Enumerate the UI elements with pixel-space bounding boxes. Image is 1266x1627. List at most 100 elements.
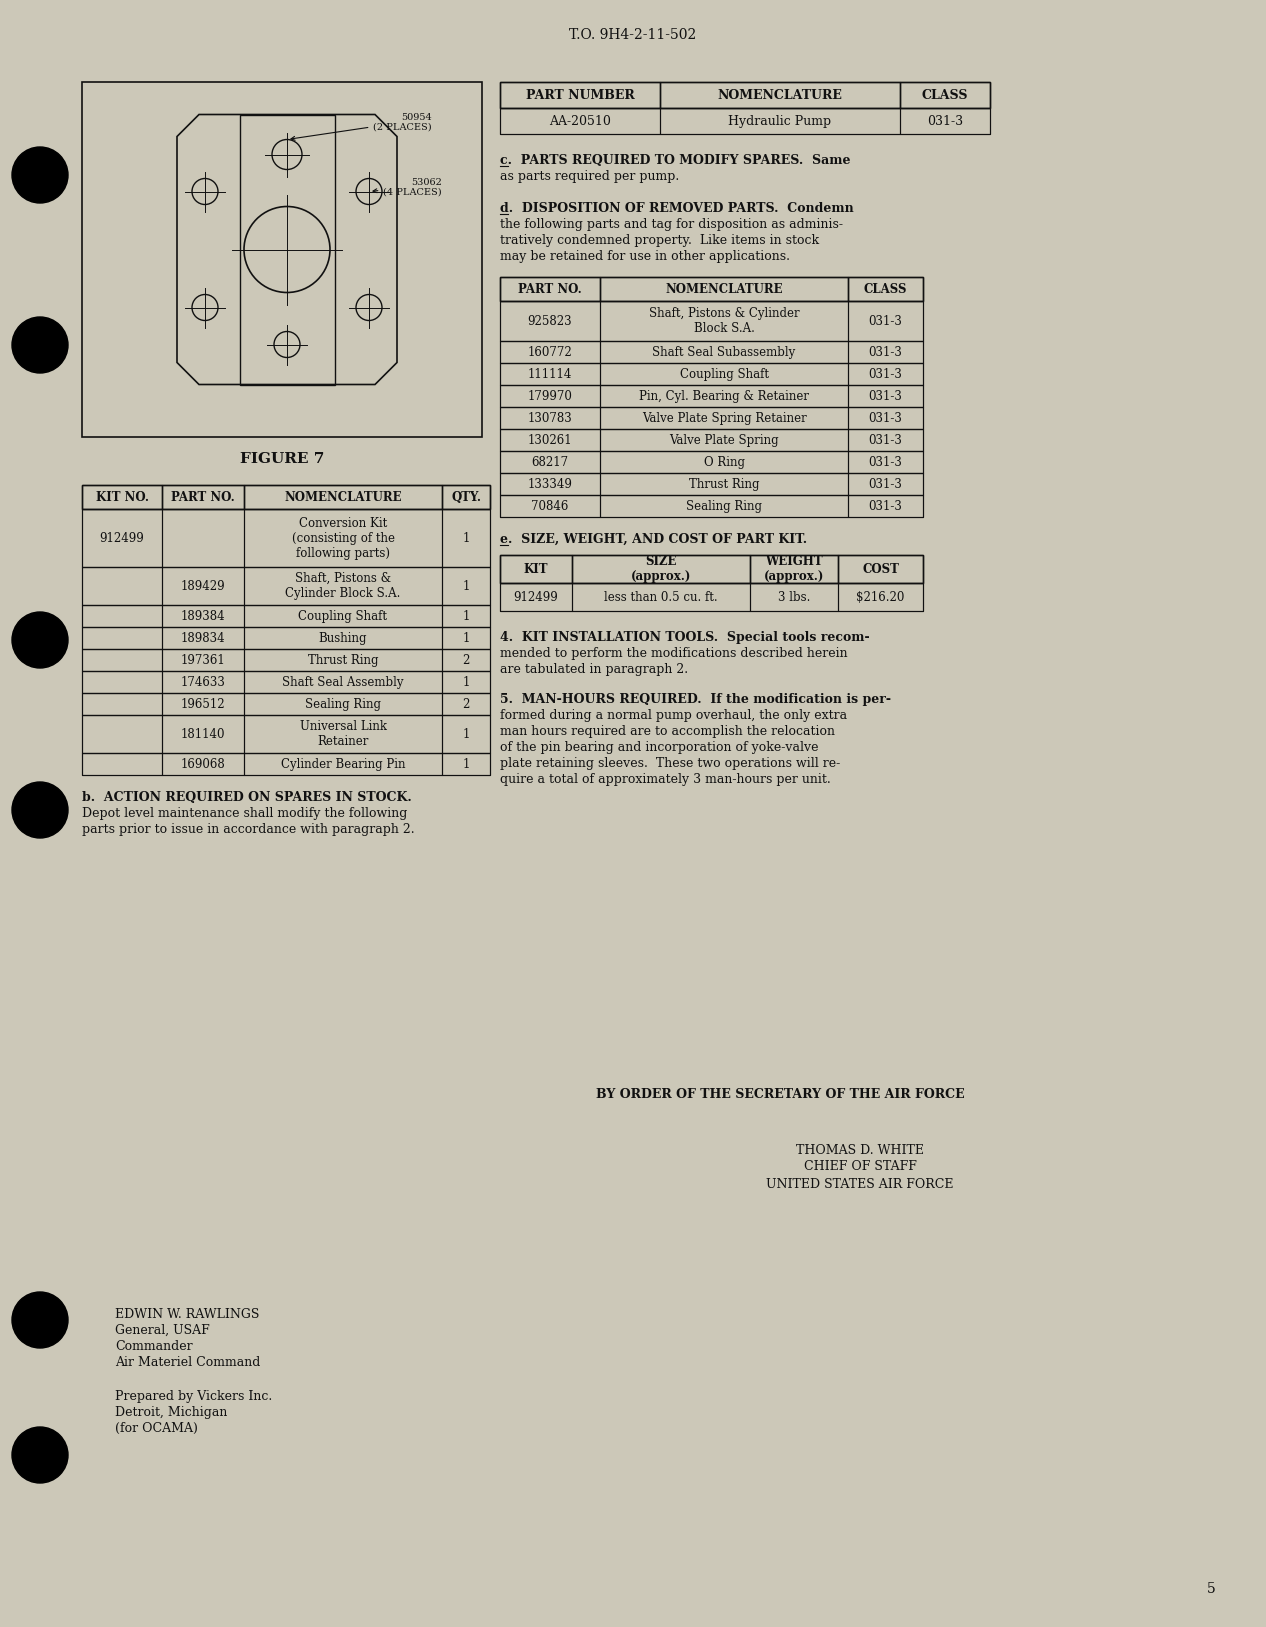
Bar [442, 509, 490, 566]
Bar [572, 555, 749, 582]
Bar [162, 753, 244, 774]
Bar [442, 670, 490, 693]
Text: 130783: 130783 [528, 412, 572, 425]
Text: Detroit, Michigan: Detroit, Michigan [115, 1406, 228, 1419]
Bar [500, 301, 600, 342]
Text: 160772: 160772 [528, 345, 572, 358]
Bar [848, 342, 923, 363]
Text: Shaft Seal Subassembly: Shaft Seal Subassembly [652, 345, 795, 358]
Bar [82, 714, 162, 753]
Text: Shaft, Pistons & Cylinder
Block S.A.: Shaft, Pistons & Cylinder Block S.A. [648, 308, 799, 335]
Text: Depot level maintenance shall modify the following: Depot level maintenance shall modify the… [82, 807, 408, 820]
Circle shape [11, 783, 68, 838]
Text: 130261: 130261 [528, 433, 572, 446]
Bar [660, 81, 900, 107]
Text: KIT NO.: KIT NO. [95, 490, 148, 503]
Bar [848, 363, 923, 386]
Text: 189384: 189384 [181, 610, 225, 623]
Text: Sealing Ring: Sealing Ring [305, 698, 381, 711]
Text: General, USAF: General, USAF [115, 1324, 210, 1337]
Bar [600, 473, 848, 495]
Text: d.  DISPOSITION OF REMOVED PARTS.  Condemn: d. DISPOSITION OF REMOVED PARTS. Condemn [500, 202, 853, 215]
Text: Pin, Cyl. Bearing & Retainer: Pin, Cyl. Bearing & Retainer [639, 389, 809, 402]
Text: Universal Link
Retainer: Universal Link Retainer [300, 721, 386, 748]
Text: Coupling Shaft: Coupling Shaft [680, 368, 768, 381]
Bar [500, 386, 923, 407]
Text: Thrust Ring: Thrust Ring [689, 477, 760, 490]
Bar [500, 407, 923, 430]
Bar [900, 107, 990, 133]
Bar [500, 363, 600, 386]
Text: 1: 1 [462, 631, 470, 644]
Text: 189834: 189834 [181, 631, 225, 644]
Bar [244, 693, 442, 714]
Text: are tabulated in paragraph 2.: are tabulated in paragraph 2. [500, 662, 689, 675]
Bar [500, 277, 600, 301]
Bar [749, 582, 838, 612]
Bar [848, 495, 923, 517]
Text: PART NUMBER: PART NUMBER [525, 88, 634, 101]
Bar [848, 386, 923, 407]
Text: mended to perform the modifications described herein: mended to perform the modifications desc… [500, 648, 848, 661]
Bar [500, 342, 923, 363]
Bar [500, 277, 923, 301]
Bar [244, 509, 442, 566]
Bar [442, 753, 490, 774]
Text: 68217: 68217 [532, 456, 568, 469]
Bar [162, 714, 244, 753]
Bar [244, 714, 442, 753]
Text: 70846: 70846 [532, 499, 568, 513]
Text: 1: 1 [462, 727, 470, 740]
Text: Valve Plate Spring: Valve Plate Spring [670, 433, 779, 446]
Text: Air Materiel Command: Air Materiel Command [115, 1355, 261, 1368]
Text: 3 lbs.: 3 lbs. [777, 591, 810, 604]
Bar [500, 81, 990, 107]
Bar [600, 277, 848, 301]
Text: FIGURE 7: FIGURE 7 [239, 452, 324, 465]
Bar [600, 430, 848, 451]
Bar [162, 485, 244, 509]
Bar [500, 407, 600, 430]
Text: 031-3: 031-3 [868, 345, 903, 358]
Text: Commander: Commander [115, 1341, 192, 1354]
Bar [442, 649, 490, 670]
Bar [244, 626, 442, 649]
Text: e.  SIZE, WEIGHT, AND COST OF PART KIT.: e. SIZE, WEIGHT, AND COST OF PART KIT. [500, 534, 808, 547]
Bar [500, 81, 660, 107]
Text: man hours required are to accomplish the relocation: man hours required are to accomplish the… [500, 726, 836, 739]
Text: 5.  MAN-HOURS REQUIRED.  If the modification is per-: 5. MAN-HOURS REQUIRED. If the modificati… [500, 693, 891, 706]
Text: the following parts and tag for disposition as adminis-: the following parts and tag for disposit… [500, 218, 843, 231]
Text: less than 0.5 cu. ft.: less than 0.5 cu. ft. [604, 591, 718, 604]
Text: CLASS: CLASS [863, 283, 908, 296]
Bar [500, 582, 572, 612]
Text: 031-3: 031-3 [868, 499, 903, 513]
Text: Hydraulic Pump: Hydraulic Pump [728, 114, 832, 127]
Text: tratively condemned property.  Like items in stock: tratively condemned property. Like items… [500, 234, 819, 247]
Text: Bushing: Bushing [319, 631, 367, 644]
Bar [600, 451, 848, 473]
Bar [82, 509, 162, 566]
Bar [600, 342, 848, 363]
Text: 1: 1 [462, 758, 470, 771]
Bar [162, 626, 244, 649]
Text: 1: 1 [462, 675, 470, 688]
Bar [82, 649, 162, 670]
Text: quire a total of approximately 3 man-hours per unit.: quire a total of approximately 3 man-hou… [500, 773, 830, 786]
Bar [500, 342, 600, 363]
Bar [244, 566, 442, 605]
Bar [82, 566, 490, 605]
Bar [600, 495, 848, 517]
Text: 174633: 174633 [181, 675, 225, 688]
Circle shape [11, 317, 68, 373]
Text: 031-3: 031-3 [868, 477, 903, 490]
Text: UNITED STATES AIR FORCE: UNITED STATES AIR FORCE [766, 1178, 953, 1191]
Bar [500, 451, 600, 473]
Text: AA-20510: AA-20510 [549, 114, 611, 127]
Bar [442, 693, 490, 714]
Bar [162, 649, 244, 670]
Text: SIZE
(approx.): SIZE (approx.) [630, 555, 691, 582]
Text: (for OCAMA): (for OCAMA) [115, 1422, 197, 1435]
Text: Conversion Kit
(consisting of the
following parts): Conversion Kit (consisting of the follow… [291, 516, 395, 560]
Text: CLASS: CLASS [922, 88, 968, 101]
Text: Cylinder Bearing Pin: Cylinder Bearing Pin [281, 758, 405, 771]
